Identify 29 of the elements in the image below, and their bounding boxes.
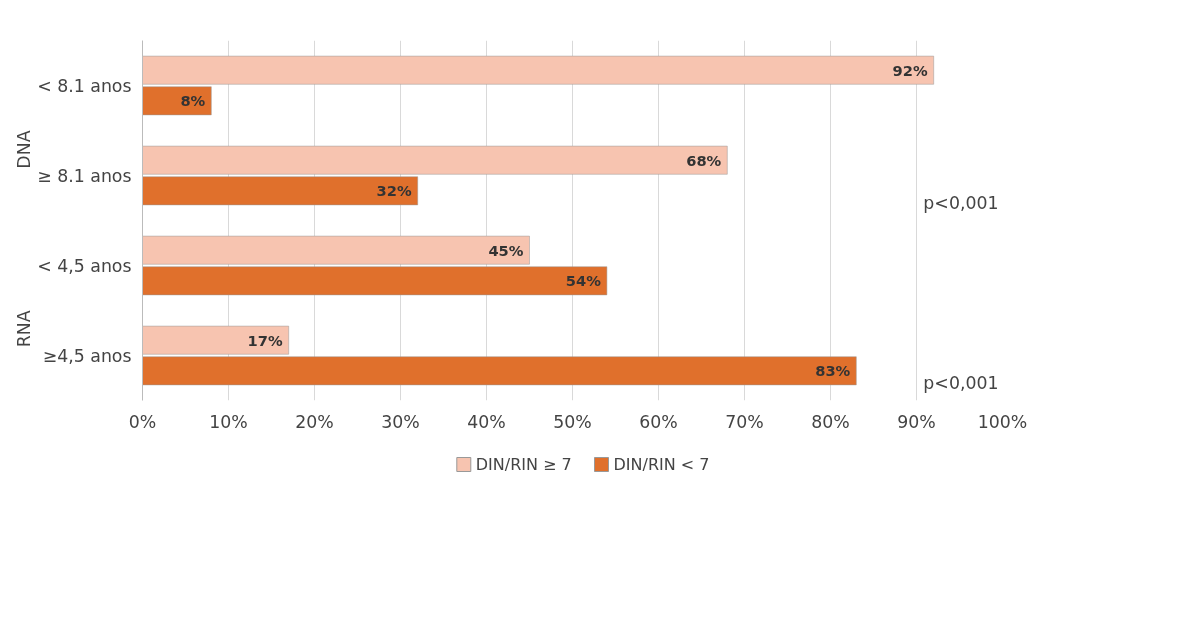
annotation: p<0,001 — [923, 373, 999, 394]
data-label: 45% — [488, 241, 524, 259]
x-tick-label: 10% — [209, 411, 248, 432]
y-tick-label: < 4,5 anos — [37, 255, 132, 276]
data-label: 32% — [376, 182, 413, 200]
data-label: 92% — [892, 61, 929, 79]
y-tick-label: < 8.1 anos — [37, 75, 132, 96]
data-label: 17% — [247, 331, 284, 349]
x-tick-label: 0% — [128, 411, 157, 432]
x-tick-label: 80% — [811, 411, 850, 432]
data-label: 8% — [180, 92, 206, 110]
x-tick-label: 70% — [725, 411, 764, 432]
x-tick-label: 60% — [639, 411, 678, 432]
legend-label: DIN/RIN < 7 — [613, 455, 710, 474]
y-tick-label: ≥4,5 anos — [42, 345, 132, 366]
x-tick-label: 90% — [897, 411, 936, 432]
x-tick-label: 40% — [467, 411, 506, 432]
text: DNA — [13, 130, 34, 169]
x-tick-label: 30% — [381, 411, 420, 432]
annotation: p<0,001 — [923, 193, 999, 214]
data-label: 54% — [565, 272, 602, 290]
x-tick-label: 100% — [977, 411, 1028, 432]
data-label: 83% — [815, 362, 851, 380]
text: RNA — [13, 310, 34, 348]
legend-label: DIN/RIN ≥ 7 — [475, 455, 572, 474]
x-tick-label: 50% — [553, 411, 592, 432]
x-tick-label: 20% — [295, 411, 334, 432]
y-tick-label: ≥ 8.1 anos — [37, 165, 132, 186]
data-label: 68% — [686, 151, 722, 169]
